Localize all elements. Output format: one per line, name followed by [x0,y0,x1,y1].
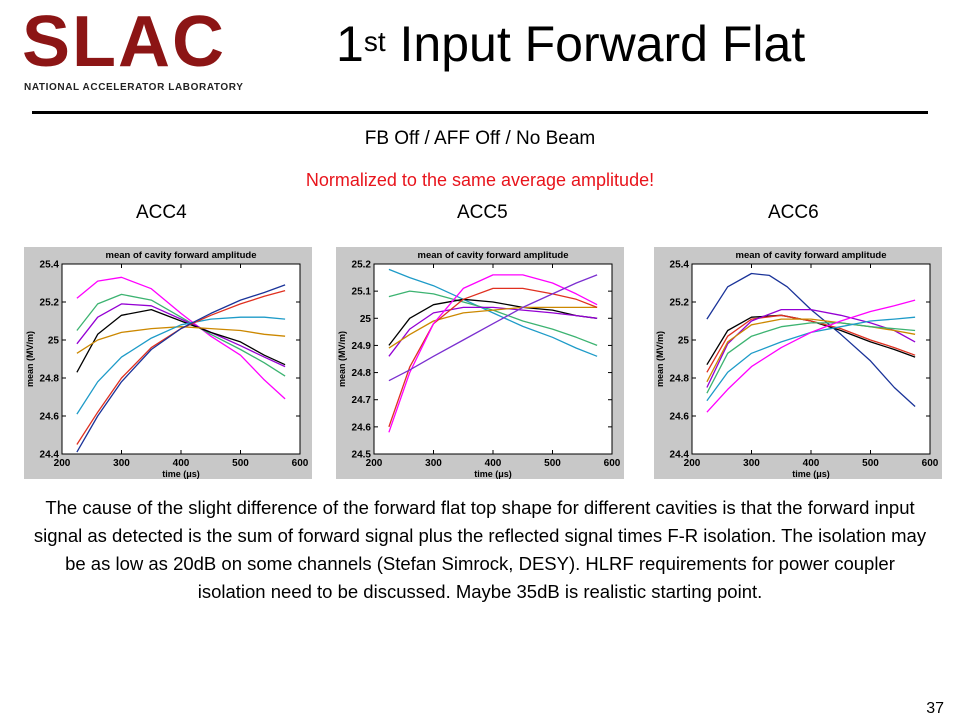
y-tick-label: 25.2 [670,298,690,309]
y-tick-label: 24.6 [40,412,60,423]
y-axis-label: mean (MV/m) [337,331,347,387]
y-tick-label: 25 [360,314,372,325]
chart-acc5: mean of cavity forward amplitude 200 300 40… [337,250,621,479]
y-tick-label: 25.4 [670,260,690,271]
plot-area [61,263,301,455]
x-tick-label: 200 [54,458,71,469]
x-tick-label: 300 [425,458,442,469]
series-line-4 [76,308,286,373]
x-tick-label: 500 [232,458,249,469]
y-tick-label: 24.9 [352,341,372,352]
x-axis-label: time (μs) [474,469,512,479]
x-tick-label: 400 [803,458,820,469]
y-axis-label: mean (MV/m) [25,331,35,387]
series-line-1 [706,272,916,407]
series-line-1 [76,276,286,400]
chart-acc6: mean of cavity forward amplitude 200 300 40… [655,250,939,479]
y-tick-label: 25 [48,336,60,347]
series-line-5 [706,318,916,383]
y-tick-label: 24.6 [352,422,372,433]
panel-label-acc4: ACC4 [136,202,187,223]
plot-area [691,263,931,455]
y-tick-label: 24.8 [40,374,60,385]
x-tick-label: 400 [173,458,190,469]
series-line-6 [388,287,598,428]
chart-panel-acc6: mean of cavity forward amplitude 200 300 40… [654,247,942,479]
title-main: Input Forward Flat [399,16,806,72]
page-number: 37 [926,700,944,717]
x-tick-label: 400 [485,458,502,469]
y-axis-label: mean (MV/m) [655,331,665,387]
y-tick-label: 24.7 [352,395,372,406]
slide-subtitle: FB Off / AFF Off / No Beam [364,128,596,149]
plot-area [373,263,613,455]
y-tick-label: 24.8 [352,368,372,379]
chart-panel-acc4: mean of cavity forward amplitude 200 300 40… [24,247,312,479]
series-line-3 [76,303,286,368]
y-tick-label: 25.2 [352,260,372,271]
x-tick-label: 300 [743,458,760,469]
chart-title: mean of cavity forward amplitude [736,250,887,261]
panel-label-acc6: ACC6 [768,202,819,223]
y-tick-label: 25 [678,336,690,347]
explanation-paragraph: The cause of the slight difference of th… [33,497,927,602]
series-line-7 [388,274,598,433]
y-tick-label: 24.4 [670,450,690,461]
series-line-6 [706,322,916,394]
series-line-3 [388,298,598,346]
x-tick-label: 500 [862,458,879,469]
x-tick-label: 600 [604,458,621,469]
slide-title: 1st Input Forward Flat [336,14,805,74]
x-axis-label: time (μs) [792,469,830,479]
series-line-4 [388,306,598,357]
series-line-5 [388,306,598,349]
y-tick-label: 24.8 [670,374,690,385]
x-tick-label: 500 [544,458,561,469]
normalization-note: Normalized to the same average amplitude… [305,170,655,190]
series-line-8 [388,274,598,382]
y-tick-label: 24.6 [670,412,690,423]
y-tick-label: 25.4 [40,260,60,271]
chart-panel-acc5: mean of cavity forward amplitude 200 300 40… [336,247,624,479]
y-tick-label: 24.4 [40,450,60,461]
series-line-2 [76,293,286,377]
title-divider [32,111,928,114]
x-tick-label: 200 [366,458,383,469]
panel-label-acc5: ACC5 [457,202,508,223]
x-tick-label: 600 [922,458,939,469]
y-tick-label: 25.1 [352,287,372,298]
slac-logo: SLAC NATIONAL ACCELERATOR LABORATORY [22,6,262,98]
x-axis-label: time (μs) [162,469,200,479]
y-tick-label: 25.2 [40,298,60,309]
series-line-8 [76,284,286,453]
logo-subtitle: NATIONAL ACCELERATOR LABORATORY [24,82,244,93]
chart-title: mean of cavity forward amplitude [106,250,257,261]
title-ordinal-suffix: st [363,26,386,57]
x-tick-label: 200 [684,458,701,469]
series-line-6 [76,316,286,415]
logo-wordmark: SLAC [22,2,226,82]
series-line-3 [706,314,916,373]
title-ordinal: 1 [336,16,364,72]
series-line-8 [706,299,916,413]
x-tick-label: 600 [292,458,309,469]
series-line-1 [388,268,598,357]
series-line-5 [76,326,286,354]
x-tick-label: 300 [113,458,130,469]
chart-title: mean of cavity forward amplitude [418,250,569,261]
chart-acc4: mean of cavity forward amplitude 200 300 40… [25,250,309,479]
y-tick-label: 24.5 [352,450,372,461]
